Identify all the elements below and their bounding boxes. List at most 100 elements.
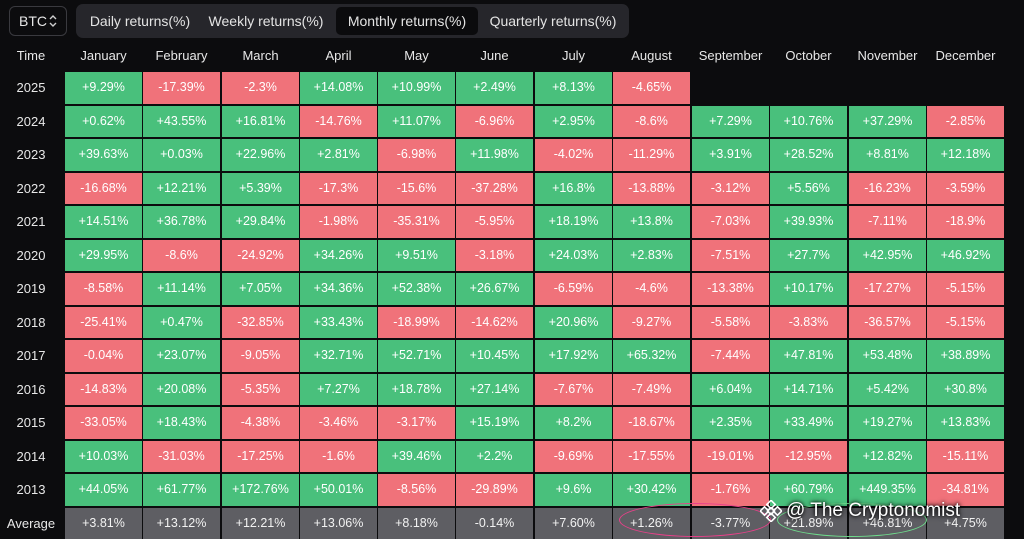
return-cell: +19.27% [849, 407, 926, 439]
return-cell: -4.6% [613, 273, 690, 305]
return-cell: +9.6% [535, 474, 612, 506]
return-cell: -15.11% [927, 441, 1004, 473]
return-cell: -19.01% [692, 441, 769, 473]
month-header-september: September [691, 42, 770, 70]
tab-monthly-returns[interactable]: Monthly returns(%) [336, 7, 478, 35]
return-cell: +172.76% [222, 474, 299, 506]
top-bar: BTC Daily returns(%) Weekly returns(%) M… [0, 0, 1024, 42]
year-label: 2019 [0, 273, 62, 305]
return-cell: -4.02% [535, 139, 612, 171]
return-cell: +6.04% [692, 374, 769, 406]
return-cell: +7.27% [300, 374, 377, 406]
return-cell: -9.69% [535, 441, 612, 473]
return-cell: -3.59% [927, 173, 1004, 205]
year-label: 2017 [0, 340, 62, 372]
return-cell: +11.98% [456, 139, 533, 171]
month-header-november: November [848, 42, 927, 70]
return-cell: -4.38% [222, 407, 299, 439]
tab-weekly-returns[interactable]: Weekly returns(%) [202, 7, 330, 35]
month-header-october: October [769, 42, 848, 70]
year-label: 2022 [0, 173, 62, 205]
return-cell: +2.81% [300, 139, 377, 171]
return-cell: +8.2% [535, 407, 612, 439]
return-cell: +15.19% [456, 407, 533, 439]
binance-logo-icon [760, 500, 782, 522]
return-cell: +13.8% [613, 206, 690, 238]
return-cell: -14.76% [300, 106, 377, 138]
return-cell: +27.14% [456, 374, 533, 406]
return-cell: +24.03% [535, 240, 612, 272]
return-cell: +43.55% [143, 106, 220, 138]
return-cell: +47.81% [770, 340, 847, 372]
return-cell: +28.52% [770, 139, 847, 171]
return-cell: +33.49% [770, 407, 847, 439]
return-cell: -36.57% [849, 307, 926, 339]
return-cell: +23.07% [143, 340, 220, 372]
return-cell: +8.13% [535, 72, 612, 104]
month-header-august: August [612, 42, 691, 70]
return-cell: +17.92% [535, 340, 612, 372]
return-cell: +65.32% [613, 340, 690, 372]
return-cell: +53.48% [849, 340, 926, 372]
return-cell: -3.12% [692, 173, 769, 205]
watermark: @ The Cryptonomist [760, 496, 960, 526]
year-label: 2018 [0, 307, 62, 339]
return-cell: -6.98% [378, 139, 455, 171]
return-cell: -5.15% [927, 307, 1004, 339]
return-cell: -1.76% [692, 474, 769, 506]
return-cell: +39.63% [65, 139, 142, 171]
asset-selector[interactable]: BTC [9, 6, 67, 36]
year-label: 2021 [0, 206, 62, 238]
return-cell: +36.78% [143, 206, 220, 238]
return-cell: +0.62% [65, 106, 142, 138]
return-cell: +2.2% [456, 441, 533, 473]
return-cell: -14.83% [65, 374, 142, 406]
year-label: 2013 [0, 474, 62, 506]
return-cell: -14.62% [456, 307, 533, 339]
return-cell: +38.89% [927, 340, 1004, 372]
return-cell: +0.03% [143, 139, 220, 171]
return-cell: +26.67% [456, 273, 533, 305]
return-cell: -13.38% [692, 273, 769, 305]
watermark-text: @ The Cryptonomist [786, 500, 960, 522]
average-cell: +1.26% [613, 508, 690, 539]
return-cell: -3.17% [378, 407, 455, 439]
month-header-july: July [534, 42, 613, 70]
year-label: 2020 [0, 240, 62, 272]
return-cell: -7.11% [849, 206, 926, 238]
month-header-december: December [926, 42, 1005, 70]
return-cell: +30.8% [927, 374, 1004, 406]
return-cell: -8.6% [613, 106, 690, 138]
return-cell: -5.35% [222, 374, 299, 406]
return-cell: +46.92% [927, 240, 1004, 272]
return-cell: -17.55% [613, 441, 690, 473]
average-cell: -0.14% [456, 508, 533, 539]
return-cell: -18.9% [927, 206, 1004, 238]
month-header-april: April [299, 42, 378, 70]
return-cell: +12.82% [849, 441, 926, 473]
average-cell: +12.21% [222, 508, 299, 539]
tab-daily-returns[interactable]: Daily returns(%) [80, 7, 200, 35]
return-cell: -18.99% [378, 307, 455, 339]
return-cell: -4.65% [613, 72, 690, 104]
return-cell: -8.58% [65, 273, 142, 305]
year-label: 2015 [0, 407, 62, 439]
return-cell: +18.43% [143, 407, 220, 439]
average-cell: +3.81% [65, 508, 142, 539]
return-cell: -5.95% [456, 206, 533, 238]
return-cell: +3.91% [692, 139, 769, 171]
year-label: 2024 [0, 106, 62, 138]
return-cell: +10.99% [378, 72, 455, 104]
return-cell: -29.89% [456, 474, 533, 506]
return-cell: +29.84% [222, 206, 299, 238]
return-cell: +10.76% [770, 106, 847, 138]
return-cell: +18.19% [535, 206, 612, 238]
tab-quarterly-returns[interactable]: Quarterly returns(%) [480, 7, 626, 35]
return-cell: -17.3% [300, 173, 377, 205]
return-cell: -33.05% [65, 407, 142, 439]
return-cell: +10.03% [65, 441, 142, 473]
return-cell: +22.96% [222, 139, 299, 171]
return-cell: +52.38% [378, 273, 455, 305]
month-header-february: February [142, 42, 221, 70]
return-cell: -16.68% [65, 173, 142, 205]
